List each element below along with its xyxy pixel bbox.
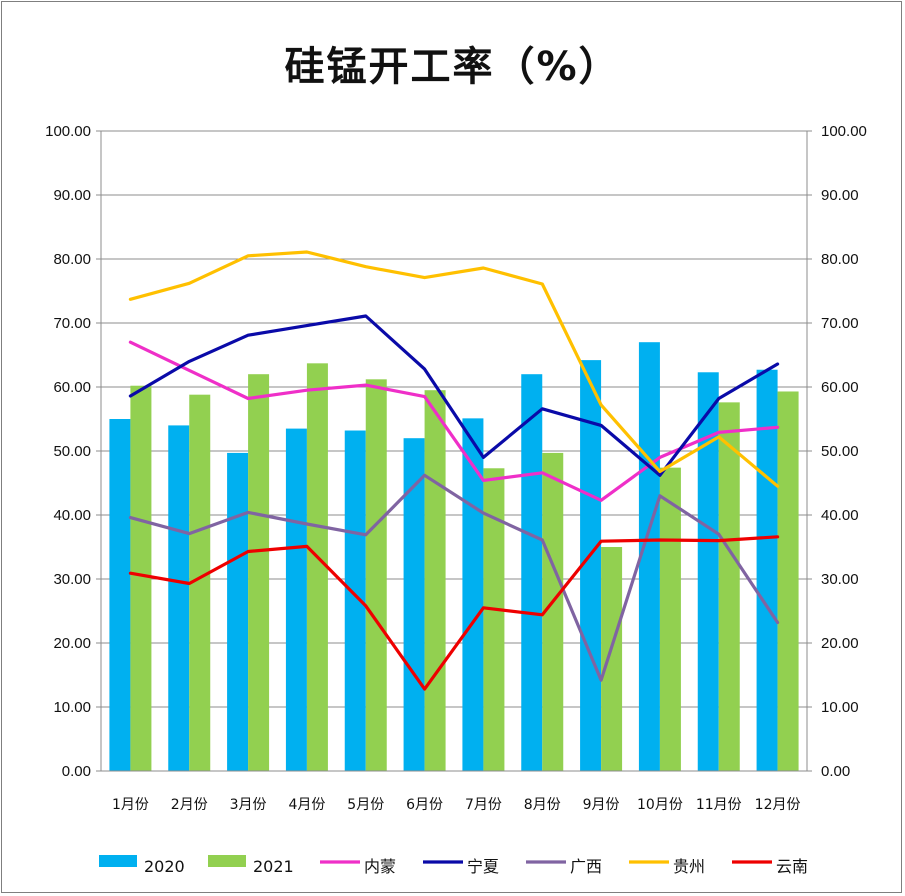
bar-2020-8月份 <box>521 374 543 771</box>
y-tick-label-left: 90.00 <box>53 187 91 204</box>
line-series-宁夏 <box>128 314 780 477</box>
y-tick-label-left: 70.00 <box>53 315 91 332</box>
bar-2020-6月份 <box>403 438 425 771</box>
bar-2021-4月份 <box>306 363 328 771</box>
legend-swatch-2021 <box>208 855 246 867</box>
bar-2020-5月份 <box>344 430 366 771</box>
legend-label: 2021 <box>253 857 294 876</box>
bar-2021-5月份 <box>365 379 387 771</box>
x-tick-label: 10月份 <box>637 797 683 813</box>
y-tick-label-right: 20.00 <box>821 635 859 652</box>
x-tick-label: 7月份 <box>465 797 502 813</box>
y-tick-label-left: 30.00 <box>53 571 91 588</box>
y-tick-label-right: 90.00 <box>821 187 859 204</box>
bar-2021-12月份 <box>777 391 799 771</box>
x-tick-label: 3月份 <box>230 797 267 813</box>
line-series-广西 <box>128 473 780 682</box>
y-tick-label-right: 30.00 <box>821 571 859 588</box>
bar-2020-3月份 <box>227 452 249 771</box>
chart-title: 硅锰开工率（%） <box>284 44 621 90</box>
x-tick-label: 2月份 <box>171 797 208 813</box>
x-tick-label: 8月份 <box>524 797 561 813</box>
legend-label: 2020 <box>144 857 185 876</box>
y-tick-label-left: 80.00 <box>53 251 91 268</box>
bar-2021-8月份 <box>542 452 564 771</box>
bar-2021-10月份 <box>659 467 681 771</box>
line-series-贵州 <box>128 250 780 488</box>
bar-2020-7月份 <box>462 418 484 771</box>
y-tick-label-right: 60.00 <box>821 379 859 396</box>
y-tick-label-right: 0.00 <box>821 763 850 780</box>
bar-2020-10月份 <box>638 342 660 771</box>
x-tick-label: 6月份 <box>406 797 443 813</box>
y-tick-label-right: 10.00 <box>821 699 859 716</box>
bar-2020-2月份 <box>168 425 190 771</box>
line-series-内蒙 <box>128 340 780 502</box>
y-tick-label-left: 60.00 <box>53 379 91 396</box>
y-tick-label-left: 20.00 <box>53 635 91 652</box>
legend-label: 宁夏 <box>467 857 499 876</box>
bar-2021-6月份 <box>424 390 446 771</box>
bar-2021-3月份 <box>248 374 270 771</box>
bar-2020-4月份 <box>285 428 307 771</box>
legend-label: 广西 <box>570 857 602 876</box>
bar-2021-7月份 <box>483 468 505 771</box>
line-series-云南 <box>128 535 780 691</box>
y-tick-label-right: 40.00 <box>821 507 859 524</box>
y-tick-label-left: 10.00 <box>53 699 91 716</box>
bar-2021-1月份 <box>130 385 152 771</box>
legend-label: 云南 <box>776 857 808 876</box>
y-tick-label-left: 50.00 <box>53 443 91 460</box>
bar-2021-9月份 <box>601 547 623 771</box>
bar-2021-11月份 <box>718 402 740 771</box>
legend-label: 贵州 <box>673 857 705 876</box>
x-tick-label: 5月份 <box>347 797 384 813</box>
y-tick-label-left: 0.00 <box>62 763 91 780</box>
bar-2020-11月份 <box>697 372 719 771</box>
y-tick-label-left: 40.00 <box>53 507 91 524</box>
bar-2021-2月份 <box>189 394 211 771</box>
y-tick-label-right: 50.00 <box>821 443 859 460</box>
x-tick-label: 1月份 <box>112 797 149 813</box>
y-tick-label-left: 100.00 <box>45 123 91 140</box>
x-tick-label: 11月份 <box>696 797 742 813</box>
legend-swatch-2020 <box>99 855 137 867</box>
bar-2020-12月份 <box>756 369 778 771</box>
x-tick-label: 9月份 <box>583 797 620 813</box>
x-tick-label: 4月份 <box>288 797 325 813</box>
legend-label: 内蒙 <box>364 857 396 876</box>
x-tick-label: 12月份 <box>755 797 801 813</box>
y-tick-label-right: 80.00 <box>821 251 859 268</box>
y-tick-label-right: 100.00 <box>821 123 867 140</box>
bar-2020-1月份 <box>109 419 131 771</box>
y-tick-label-right: 70.00 <box>821 315 859 332</box>
